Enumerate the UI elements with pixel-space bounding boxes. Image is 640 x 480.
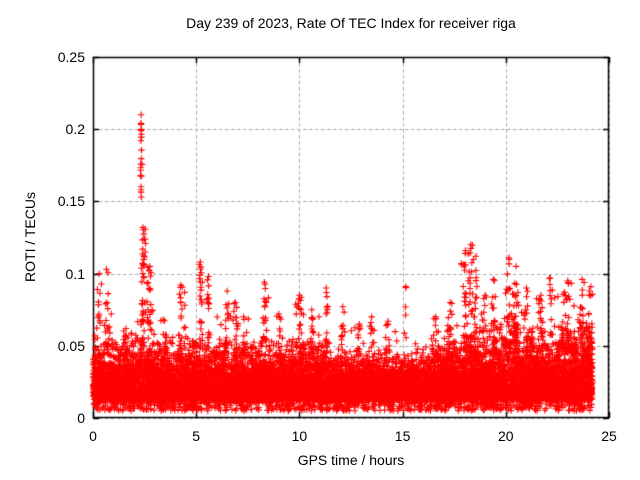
- x-tick-label: 5: [192, 428, 201, 444]
- chart-title: Day 239 of 2023, Rate Of TEC Index for r…: [186, 15, 516, 31]
- y-tick-label: 0.2: [65, 121, 85, 138]
- x-axis-label: GPS time / hours: [297, 452, 405, 468]
- x-tick-label: 15: [394, 428, 411, 444]
- x-tick-label: 10: [291, 428, 308, 444]
- y-tick-label: 0: [77, 410, 85, 426]
- y-tick-label: 0.1: [65, 265, 85, 282]
- y-tick-label: 0.05: [57, 337, 85, 354]
- x-tick-label: 0: [89, 428, 97, 444]
- y-tick-label: 0.25: [57, 49, 85, 65]
- x-tick-label: 20: [498, 428, 514, 444]
- x-tick-label: 25: [601, 428, 617, 444]
- y-tick-label: 0.15: [57, 193, 85, 210]
